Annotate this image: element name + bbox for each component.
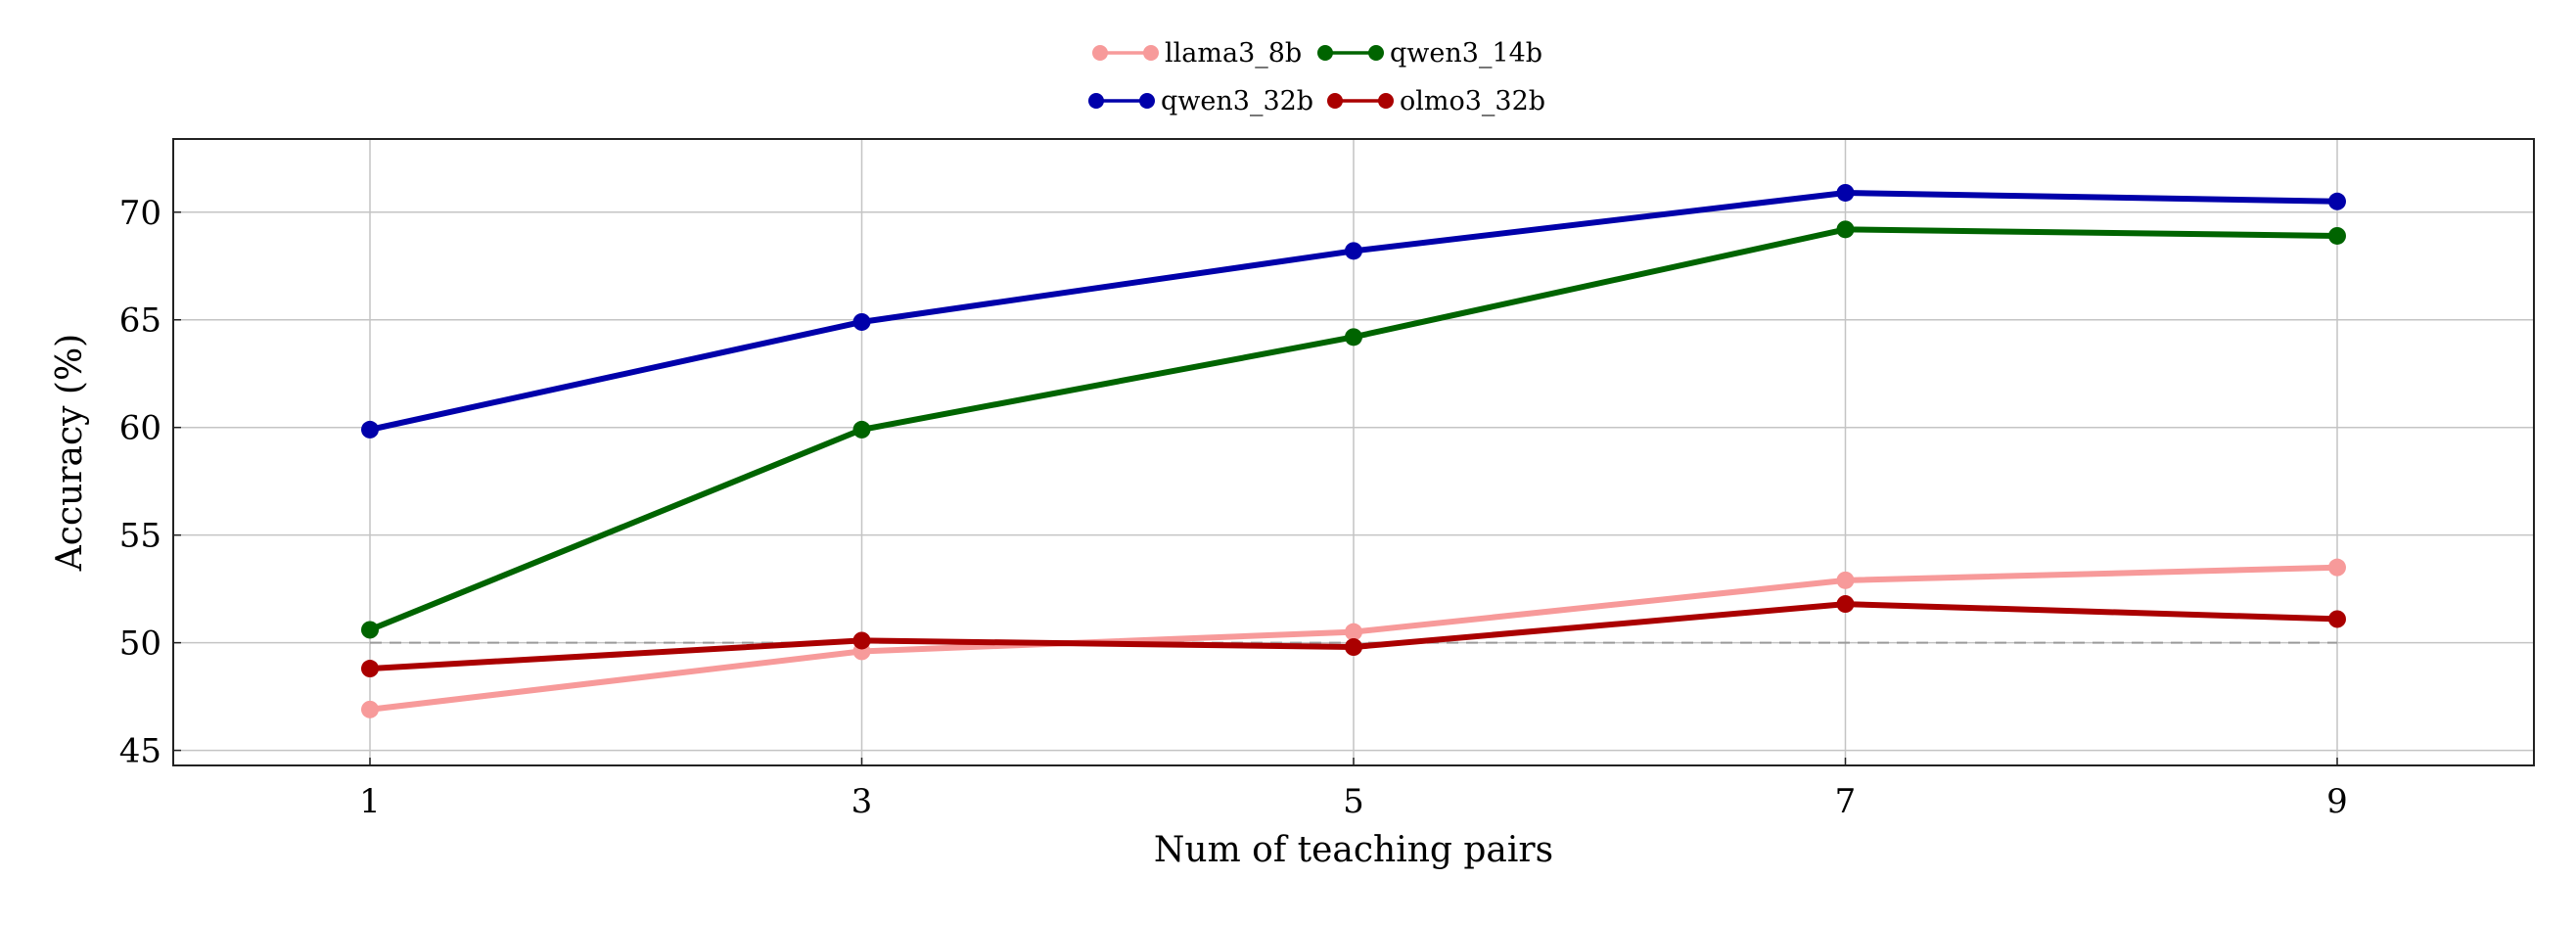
- series-qwen3_14b: [361, 220, 2346, 639]
- data-point-olmo3_32b: [361, 660, 379, 678]
- legend-item-qwen3_32b: qwen3_32b: [1088, 86, 1313, 116]
- data-point-qwen3_14b: [852, 420, 871, 439]
- y-tick-label: 60: [119, 409, 161, 448]
- x-tick-label: 1: [359, 782, 381, 821]
- data-point-llama3_8b: [2328, 558, 2346, 577]
- legend-swatch-marker: [1092, 45, 1108, 61]
- data-point-qwen3_14b: [1836, 220, 1855, 239]
- legend-label: olmo3_32b: [1400, 86, 1545, 116]
- series-layer: [361, 183, 2346, 718]
- data-point-qwen3_14b: [1345, 328, 1362, 347]
- legend-swatch-marker: [1317, 45, 1333, 61]
- data-point-olmo3_32b: [852, 631, 871, 650]
- data-point-qwen3_32b: [361, 420, 379, 439]
- data-point-llama3_8b: [1345, 623, 1362, 641]
- y-tick-label: 70: [119, 194, 161, 233]
- legend-label: qwen3_14b: [1390, 38, 1542, 69]
- legend-swatch-marker: [1368, 45, 1384, 61]
- y-tick-label: 65: [119, 301, 161, 341]
- data-point-llama3_8b: [361, 700, 379, 718]
- legend-item-olmo3_32b: olmo3_32b: [1327, 86, 1545, 116]
- legend-item-qwen3_14b: qwen3_14b: [1317, 38, 1542, 69]
- legend-label: llama3_8b: [1165, 38, 1302, 69]
- data-point-qwen3_14b: [2328, 226, 2346, 245]
- legend: llama3_8b qwen3_14b qwen3_32b olmo3_32b: [1088, 38, 1545, 116]
- data-point-qwen3_32b: [1836, 183, 1855, 202]
- data-point-qwen3_32b: [852, 312, 871, 331]
- y-axis-label: Accuracy (%): [50, 334, 90, 572]
- legend-swatch-marker: [1088, 93, 1104, 109]
- y-axis-ticks: 45 50 55 60 65 70: [119, 194, 181, 771]
- y-tick-label: 45: [119, 732, 161, 771]
- x-tick-label: 9: [2326, 782, 2348, 821]
- legend-label: qwen3_32b: [1161, 86, 1313, 116]
- data-point-olmo3_32b: [1345, 638, 1362, 657]
- legend-swatch-marker: [1378, 93, 1394, 109]
- legend-swatch-marker: [1143, 45, 1159, 61]
- series-olmo3_32b: [361, 595, 2346, 678]
- x-axis-label: Num of teaching pairs: [1154, 830, 1553, 870]
- y-tick-label: 55: [119, 517, 161, 556]
- x-tick-label: 7: [1835, 782, 1857, 821]
- y-tick-label: 50: [119, 624, 161, 664]
- x-tick-label: 3: [851, 782, 873, 821]
- data-point-qwen3_14b: [361, 621, 379, 639]
- data-point-qwen3_32b: [1345, 242, 1362, 260]
- legend-item-llama3_8b: llama3_8b: [1092, 38, 1302, 69]
- data-point-olmo3_32b: [2328, 610, 2346, 628]
- x-tick-label: 5: [1343, 782, 1364, 821]
- x-axis-ticks: 1 3 5 7 9: [359, 758, 2348, 821]
- data-point-olmo3_32b: [1836, 595, 1855, 614]
- series-llama3_8b: [361, 558, 2346, 718]
- data-point-qwen3_32b: [2328, 192, 2346, 210]
- legend-swatch-marker: [1327, 93, 1343, 109]
- series-qwen3_32b: [361, 183, 2346, 439]
- data-point-llama3_8b: [1836, 571, 1855, 589]
- legend-swatch-marker: [1139, 93, 1155, 109]
